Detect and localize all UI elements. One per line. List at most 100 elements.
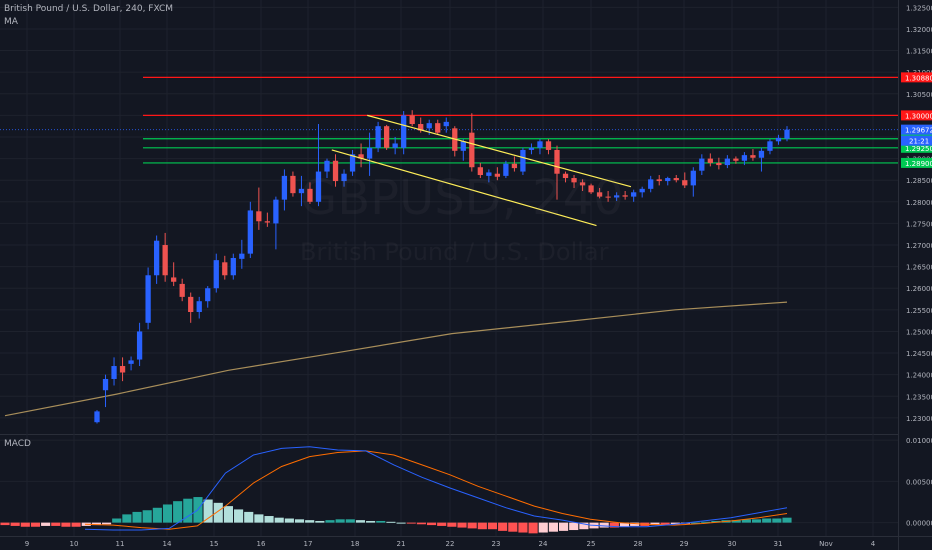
price-tick-label: 1.27000 (906, 242, 932, 250)
candle-body (716, 162, 722, 166)
candle-body (511, 163, 518, 169)
candle-body (545, 141, 552, 150)
candle-body (656, 179, 662, 182)
macd-histogram-bar (315, 520, 325, 523)
candle-body (503, 163, 509, 176)
candle-body (443, 121, 449, 127)
macd-histogram-bar (51, 522, 61, 526)
candle-body (171, 277, 177, 282)
macd-indicator-label[interactable]: MACD (4, 439, 31, 449)
macd-histogram-bar (112, 518, 122, 523)
macd-histogram-bar (132, 511, 142, 523)
price-tick-label: 1.26000 (906, 285, 932, 293)
macd-histogram-bar (294, 519, 305, 523)
price-tick-label: 1.24000 (906, 372, 932, 380)
candle-body (648, 179, 654, 189)
macd-histogram-bar (284, 518, 294, 523)
candle-body (281, 175, 288, 200)
macd-histogram-bar (650, 522, 660, 526)
macd-histogram-bar (670, 522, 680, 525)
macd-histogram-bar (213, 502, 223, 523)
macd-histogram-bar (538, 522, 548, 533)
current-price-label: 1.29672 (905, 127, 932, 135)
candle-body (349, 154, 356, 172)
macd-histogram-bar (162, 504, 173, 523)
time-tick-label: 22 (446, 540, 455, 548)
macd-histogram-bar (254, 514, 264, 523)
macd-histogram-bar (630, 522, 640, 526)
time-tick-label: 10 (70, 540, 79, 548)
macd-histogram-bar (701, 521, 711, 523)
time-tick-label: 16 (257, 540, 266, 548)
candle-body (477, 167, 483, 176)
candle-body (750, 155, 756, 158)
symbol-header[interactable]: British Pound / U.S. Dollar, 240, FXCM (4, 4, 174, 14)
macd-histogram-bar (30, 522, 41, 527)
candle-body (375, 126, 381, 148)
candle-body (460, 141, 466, 151)
ma-indicator-label[interactable]: MA (4, 17, 18, 27)
price-tick-label: 1.24500 (906, 350, 932, 358)
candle-body (707, 158, 713, 163)
time-tick-label: 11 (116, 540, 125, 548)
candle-body (409, 115, 415, 125)
candle-body (520, 149, 526, 172)
price-tick-label: 1.30500 (906, 91, 932, 99)
macd-histogram-bar (61, 522, 71, 527)
candle-body (136, 331, 143, 360)
candle-body (682, 180, 688, 186)
time-tick-label: 15 (210, 540, 219, 548)
candle-body (571, 178, 577, 183)
macd-histogram-bar (518, 522, 528, 533)
price-tick-label: 1.32500 (906, 4, 932, 12)
candle-body (298, 188, 305, 194)
price-tick-label: 1.23500 (906, 393, 932, 401)
time-tick-label: 4 (871, 540, 876, 548)
candle-body (332, 160, 339, 182)
price-tick-label: 1.32000 (906, 26, 932, 34)
candle-body (758, 150, 765, 158)
macd-histogram-bar (335, 519, 345, 523)
candle-body (358, 154, 364, 159)
macd-histogram-bar (183, 498, 193, 523)
resistance-price-label-bg (901, 72, 932, 83)
candle-body (273, 199, 279, 224)
macd-histogram-bar (782, 517, 792, 523)
candle-body (230, 257, 236, 276)
macd-histogram-bar (599, 522, 609, 528)
time-tick-label: 29 (680, 540, 689, 548)
macd-histogram-bar (41, 522, 51, 526)
macd-histogram-bar (366, 520, 376, 523)
macd-histogram-bar (173, 501, 183, 523)
candle-body (366, 147, 373, 159)
candle-body (111, 366, 117, 379)
macd-histogram-bar (10, 522, 20, 526)
candle-body (222, 262, 228, 276)
macd-histogram-bar (751, 519, 762, 523)
macd-histogram-bar (579, 522, 589, 530)
macd-histogram-bar (91, 522, 101, 526)
macd-histogram-bar (396, 522, 406, 524)
candle-body (102, 378, 109, 391)
candle-body (631, 192, 637, 197)
candle-body (307, 188, 313, 202)
candle-body (341, 173, 347, 182)
candle-body (94, 411, 100, 423)
macd-histogram-bar (691, 522, 701, 524)
macd-histogram-bar (264, 516, 274, 523)
resistance-price-label-bg (901, 110, 932, 121)
candle-body (537, 141, 543, 148)
macd-histogram-bar (203, 499, 213, 523)
macd-histogram-bar (244, 511, 254, 523)
macd-histogram-bar (660, 522, 670, 526)
macd-histogram-bar (548, 522, 558, 532)
macd-histogram-bar (619, 522, 630, 527)
time-tick-label: Nov (819, 540, 833, 548)
candle-body (188, 296, 194, 313)
candle-body (639, 188, 645, 193)
macd-histogram-bar (20, 522, 30, 527)
channel-upper-line (367, 114, 632, 188)
candle-body (494, 173, 501, 177)
time-tick-label: 9 (25, 540, 29, 548)
